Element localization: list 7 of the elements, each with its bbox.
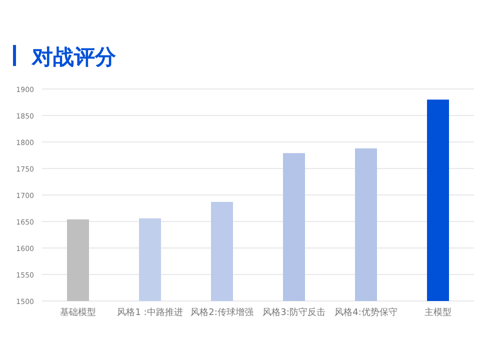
x-tick-label: 风格2:传球增强 bbox=[190, 307, 254, 318]
x-tick-label: 风格3:防守反击 bbox=[262, 307, 326, 318]
x-tick-label: 基础模型 bbox=[60, 307, 96, 318]
chart-title: 对战评分 bbox=[31, 45, 117, 69]
x-tick-label: 风格1 :中路推进 bbox=[117, 307, 183, 318]
x-tick-label: 主模型 bbox=[424, 307, 452, 318]
x-tick-label: 风格4:优势保守 bbox=[334, 307, 398, 318]
